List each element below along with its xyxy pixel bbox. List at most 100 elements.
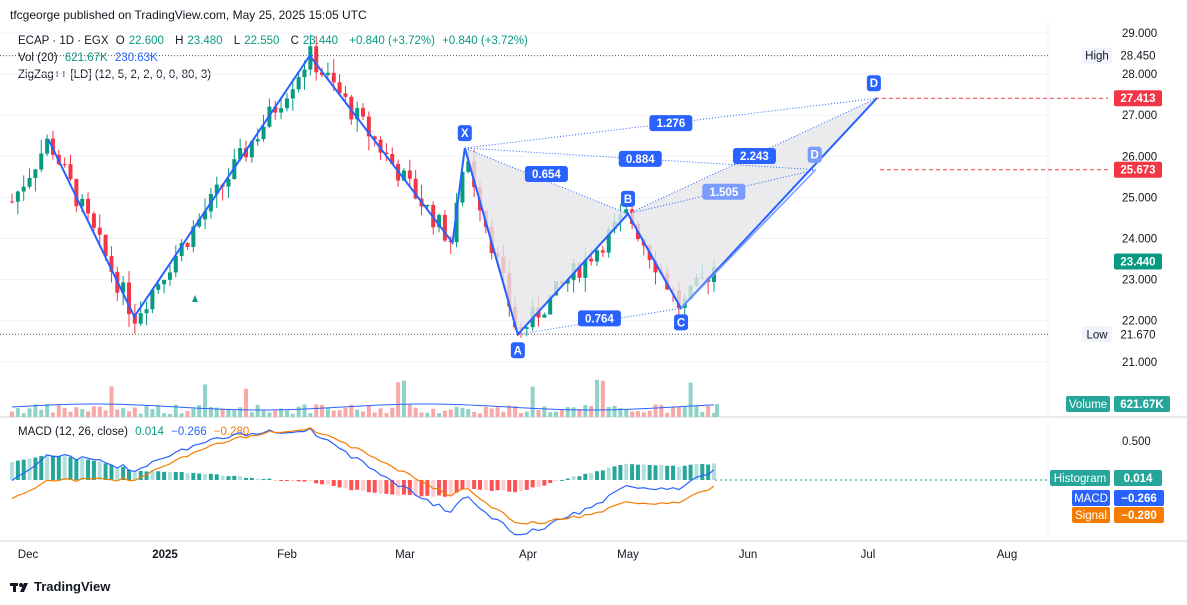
macd-histogram-bar [542,480,547,486]
volume-bar [185,410,190,417]
volume-bar [214,407,219,417]
volume-bar [138,413,143,417]
volume-bar [127,411,131,417]
low-value-bg [1114,326,1162,343]
candle-body [355,108,360,120]
volume-bar [472,411,477,417]
volume-bar [320,404,325,417]
macd-histogram-bar [361,480,365,491]
volume-bar [671,406,676,417]
candle-body [337,82,342,94]
macd-histogram-bar [39,455,44,480]
volume-bar [431,408,436,417]
low-value: L 22.550 [233,35,280,47]
candle-body [74,179,79,207]
volume-bar [15,408,20,417]
volume-bar [355,409,360,417]
volume-bar [694,406,699,417]
volume-bar [495,406,500,417]
macd-histogram-bar [150,470,155,480]
point-x-label-bg [457,125,472,142]
tradingview-logo: TradingView [10,579,110,594]
volume-bar [524,411,529,417]
ratio-xd2: 0.884 [626,154,655,166]
volume-bar [331,410,336,417]
volume-bar [413,407,418,417]
ratio-xd: 1.276 [656,118,685,130]
candle-body [460,171,465,203]
macd-histogram-bar [296,480,301,482]
macd-legend-signal: −0.280 [213,426,250,438]
candle-body [320,72,325,76]
volume-bar [39,409,44,417]
symbol-name[interactable]: ECAP · 1D · EGX [18,35,109,47]
macd-histogram-bar [507,480,512,492]
macd-histogram-bar [320,480,325,485]
macd-histogram-bar [191,472,196,480]
candle-body [425,204,430,207]
macd-histogram-bar [536,480,541,487]
ratio-ac-bg [577,310,621,327]
macd-histogram-bar [331,480,336,487]
candle-body [284,98,289,109]
volume-bar [372,412,377,417]
candle-body [138,313,143,324]
volume-bar [103,410,108,417]
candle-body [45,138,50,154]
point-d2-label-bg [807,146,822,163]
macd-histogram-bar [68,456,73,480]
macd-histogram-bar [302,480,307,482]
macd-histogram-bar [197,473,202,480]
point-d2-label: D [811,150,819,162]
volume-bar [21,413,26,417]
volume-bar [659,404,664,417]
volume-bar [401,380,406,417]
macd-label-bg [1072,490,1110,506]
volume-bar [273,410,278,417]
macd-label: MACD [1074,493,1108,505]
volume-label: Volume [1069,399,1107,411]
volume-bar [62,407,67,417]
candle-body [238,148,243,160]
macd-histogram-bar [97,461,102,480]
macd-histogram-bar [261,479,266,481]
volume-bar [536,410,541,417]
macd-histogram-bar [109,465,114,480]
macd-histogram-bar [554,480,559,481]
time-tick-label: 2025 [152,549,178,561]
macd-histogram-bar [372,480,377,493]
macd-histogram-bar [138,471,143,480]
macd-histogram-bar [185,473,190,480]
price-tick-label: 28.000 [1122,69,1157,81]
macd-histogram-bar [384,480,389,494]
point-b-label-bg [621,190,635,207]
macd-histogram-bar [343,480,348,489]
candle-body [273,106,278,113]
candle-body [583,258,588,278]
time-tick-label: Jul [861,549,876,561]
candle-body [103,234,108,257]
volume-bar [595,379,599,417]
high-value: 28.450 [1120,51,1155,63]
macd-histogram-bar [249,477,254,480]
volume-bar [712,413,716,417]
volume-bar [390,407,395,417]
macd-histogram-bar [659,465,664,480]
macd-histogram-bar [706,464,711,480]
hist-label-bg [1050,470,1110,486]
macd-histogram-bar [624,463,629,480]
macd-histogram-bar [238,476,243,480]
candle-body [372,136,377,140]
macd-histogram-bar [314,480,319,484]
ratio-bd2-bg [702,183,746,200]
price-tick-label: 25.000 [1122,192,1157,204]
volume-bar [361,411,365,417]
volume-bar [208,406,213,417]
macd-histogram-bar [366,480,371,493]
macd-histogram-bar [548,480,553,484]
volume-bar [589,406,594,417]
macd-histogram-bar [232,475,237,480]
macd-histogram-bar [290,480,295,482]
macd-histogram-bar [267,478,272,480]
